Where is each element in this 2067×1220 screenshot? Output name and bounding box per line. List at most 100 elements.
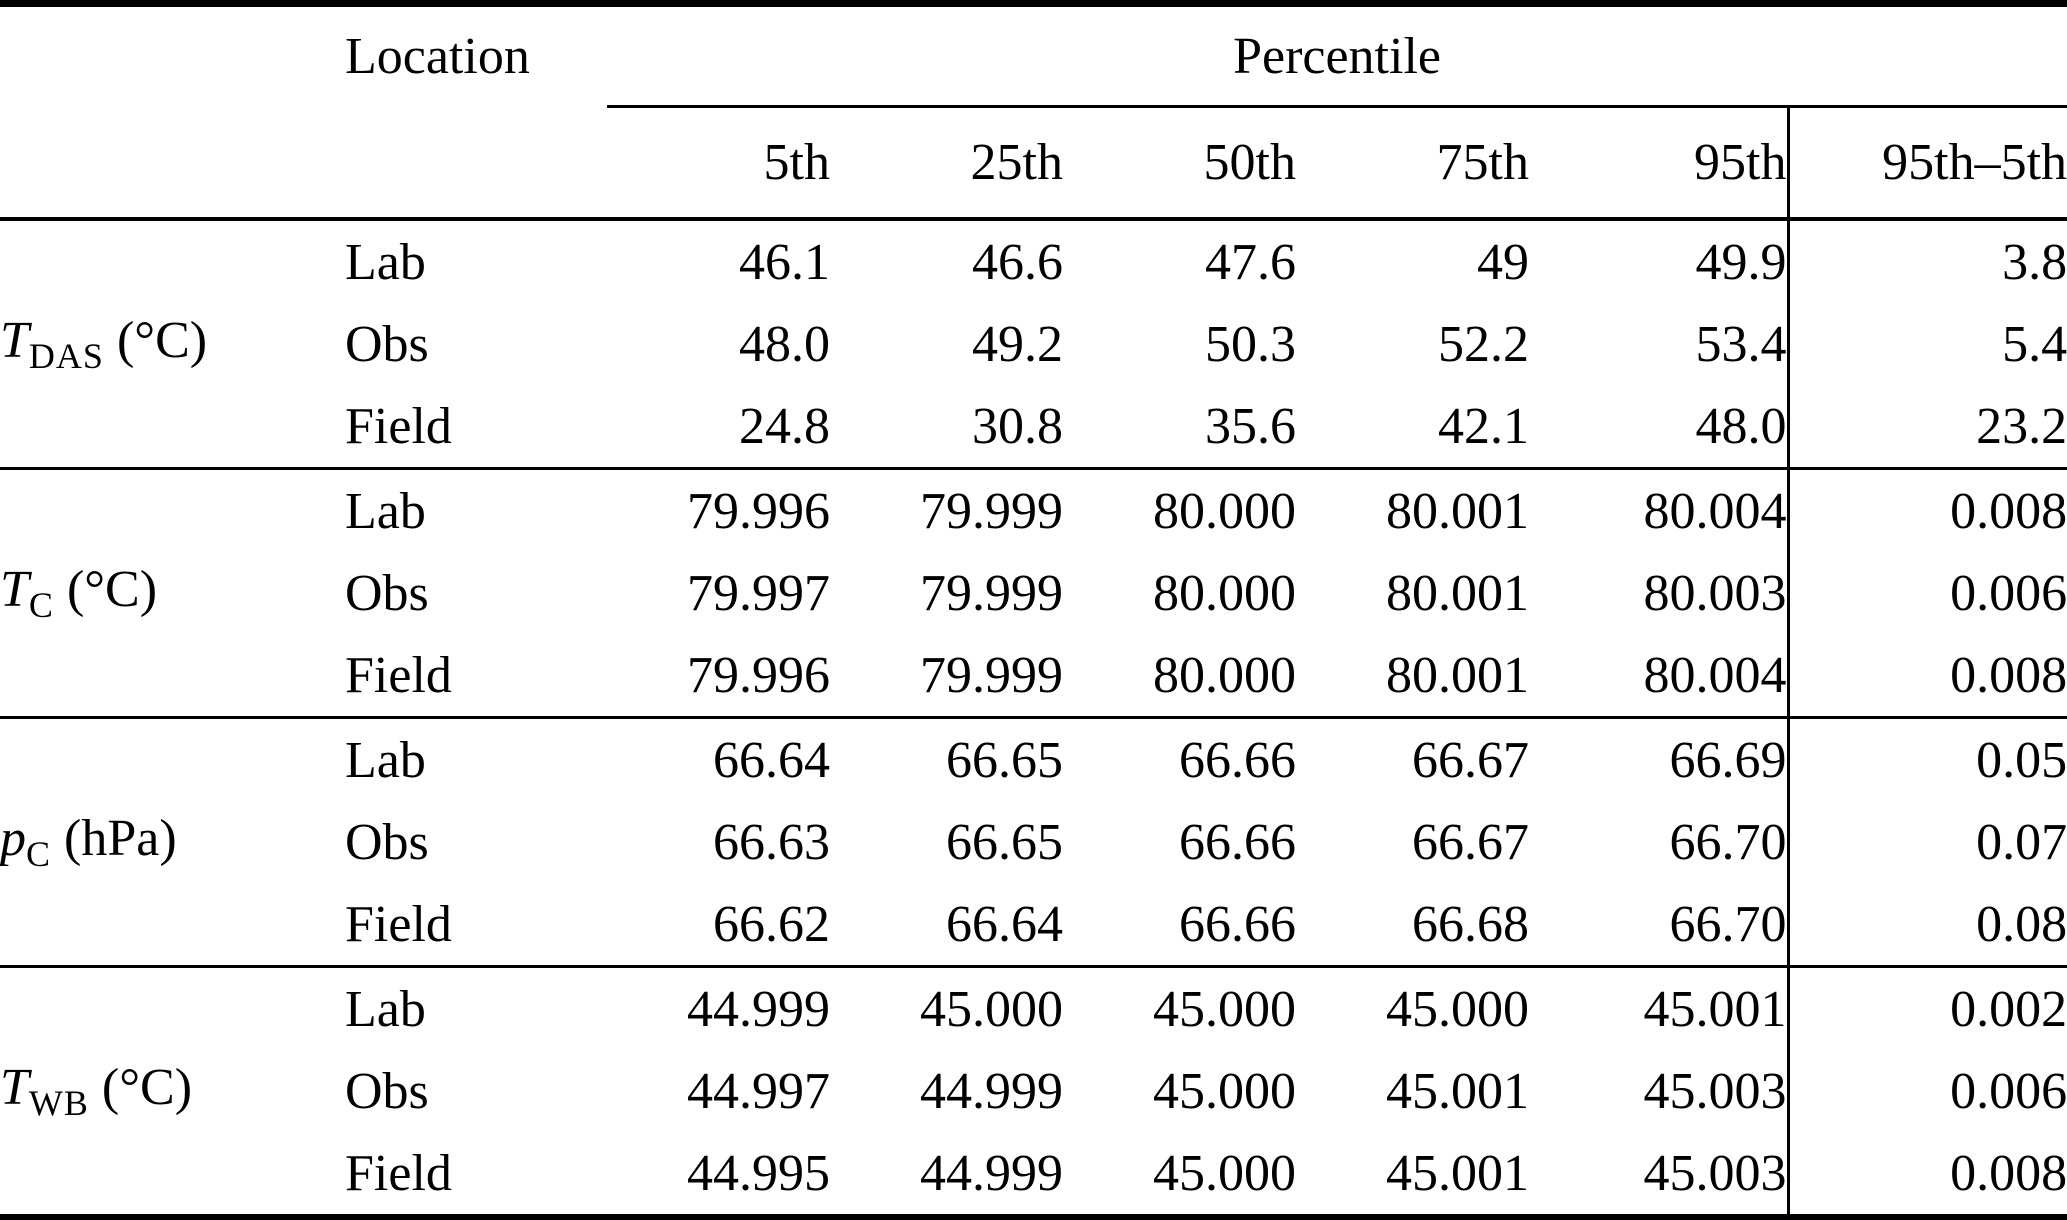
percentile-header: Percentile: [607, 3, 2067, 108]
value-cell: 0.002: [1786, 965, 2067, 1050]
value-cell: 49.2: [972, 315, 1063, 373]
value-cell: 44.999: [920, 1144, 1063, 1202]
value-cell: 66.70: [1669, 813, 1787, 871]
value-cell: 5.4: [1786, 303, 2067, 385]
table-row: TDAS (°C) Lab 46.1 46.6 47.6 49 49.9 3.8: [0, 219, 2067, 376]
value-cell: 66.63: [713, 813, 830, 871]
value-cell: 46.1: [739, 233, 830, 291]
value-cell: 44.997: [687, 1062, 830, 1120]
value-cell: 80.004: [1529, 467, 1788, 552]
location-cell: Lab: [345, 965, 607, 1050]
location-cell: Field: [345, 895, 452, 953]
variable-symbol: T: [0, 561, 29, 618]
value-cell: 80.001: [1386, 564, 1529, 622]
variable-unit: (°C): [101, 1059, 193, 1116]
value-cell: 45.000: [1153, 1062, 1296, 1120]
value-cell: 24.8: [739, 397, 830, 455]
location-cell: Field: [345, 397, 452, 455]
col-header-range: 95th–5th: [1786, 106, 2067, 221]
value-cell: 45.001: [1386, 1144, 1529, 1202]
value-cell: 66.66: [1179, 895, 1296, 953]
table-row: Obs 79.997 79.999 80.000 80.001 80.003 0…: [0, 552, 2067, 634]
col-header-50th: 50th: [1063, 106, 1296, 221]
table-row: Field 24.8 30.8 35.6 42.1 48.0 23.2: [0, 385, 2067, 469]
table-row: Obs 66.63 66.65 66.66 66.67 66.70 0.07: [0, 801, 2067, 883]
value-cell: 66.69: [1529, 716, 1788, 801]
group-tdas: TDAS (°C) Lab 46.1 46.6 47.6 49 49.9 3.8 …: [0, 219, 2067, 469]
value-cell: 80.001: [1296, 467, 1529, 552]
value-cell: 45.000: [1063, 965, 1296, 1050]
value-cell: 80.000: [1153, 564, 1296, 622]
value-cell: 47.6: [1205, 233, 1296, 291]
location-cell: Field: [345, 646, 452, 704]
variable-symbol: p: [0, 810, 26, 867]
value-cell: 3.8: [1786, 219, 2067, 303]
value-cell: 79.997: [687, 564, 830, 622]
location-cell: Lab: [345, 716, 607, 801]
variable-subscript: WB: [28, 1083, 89, 1123]
value-cell: 46.6: [972, 233, 1063, 291]
value-cell: 0.008: [1786, 467, 2067, 552]
value-cell: 45.001: [1529, 965, 1788, 1050]
value-cell: 49: [1477, 233, 1529, 291]
variable-unit: (°C): [66, 561, 158, 618]
table-row: Field 66.62 66.64 66.66 66.68 66.70 0.08: [0, 883, 2067, 967]
variable-unit: (hPa): [64, 810, 177, 867]
value-cell: 45.000: [830, 965, 1063, 1050]
group-tc: TC (°C) Lab 79.996 79.999 80.000 80.001 8…: [0, 467, 2067, 718]
empty-cell: [0, 106, 345, 221]
value-cell: 0.008: [1786, 634, 2067, 718]
value-cell: 66.68: [1412, 895, 1529, 953]
value-cell: 44.999: [920, 1062, 1063, 1120]
variable-label-twb: TWB (°C): [0, 965, 345, 1218]
value-cell: 50.3: [1205, 315, 1296, 373]
value-cell: 42.1: [1438, 397, 1529, 455]
value-cell: 80.001: [1386, 646, 1529, 704]
table-row: TWB (°C) Lab 44.999 45.000 45.000 45.000 …: [0, 965, 2067, 1218]
table-row: Field 79.996 79.999 80.000 80.001 80.004…: [0, 634, 2067, 718]
group-pc: pC (hPa) Lab 66.64 66.65 66.66 66.67 66.6…: [0, 716, 2067, 967]
value-cell: 66.65: [946, 813, 1063, 871]
location-cell: Lab: [345, 233, 426, 291]
value-cell: 35.6: [1205, 397, 1296, 455]
value-cell: 79.999: [830, 467, 1063, 552]
value-cell: 66.67: [1412, 813, 1529, 871]
value-cell: 0.07: [1786, 801, 2067, 883]
col-header-95th: 95th: [1529, 106, 1788, 221]
value-cell: 0.05: [1786, 716, 2067, 801]
table-row: TC (°C) Lab 79.996 79.999 80.000 80.001 8…: [0, 467, 2067, 718]
value-cell: 45.003: [1643, 1062, 1787, 1120]
value-cell: 48.0: [1695, 397, 1787, 455]
value-cell: 66.64: [607, 716, 830, 801]
variable-label-tc: TC (°C): [0, 467, 345, 718]
table-header: Location Percentile 5th 25th 50th 75th 9…: [0, 3, 2067, 221]
value-cell: 52.2: [1438, 315, 1529, 373]
location-cell: Obs: [345, 1062, 429, 1120]
variable-label-tdas: TDAS (°C): [0, 219, 345, 469]
variable-label-pc: pC (hPa): [0, 716, 345, 967]
variable-symbol: T: [0, 312, 29, 369]
value-cell: 79.999: [920, 564, 1063, 622]
value-cell: 66.62: [713, 895, 830, 953]
value-cell: 45.000: [1296, 965, 1529, 1050]
value-cell: 48.0: [739, 315, 830, 373]
value-cell: 79.996: [687, 646, 830, 704]
value-cell: 66.67: [1296, 716, 1529, 801]
variable-subscript: C: [26, 834, 52, 874]
value-cell: 0.006: [1786, 1050, 2067, 1132]
col-header-75th: 75th: [1296, 106, 1529, 221]
value-cell: 30.8: [972, 397, 1063, 455]
empty-cell: [345, 106, 607, 221]
variable-subscript: C: [28, 585, 54, 625]
table-row: Field 44.995 44.999 45.000 45.001 45.003…: [0, 1132, 2067, 1218]
value-cell: 0.008: [1786, 1132, 2067, 1218]
value-cell: 49.9: [1695, 233, 1787, 291]
group-twb: TWB (°C) Lab 44.999 45.000 45.000 45.000 …: [0, 965, 2067, 1218]
variable-subscript: DAS: [28, 336, 104, 376]
value-cell: 80.004: [1643, 646, 1787, 704]
corner-cell: [0, 4, 345, 107]
value-cell: 79.996: [607, 467, 830, 552]
value-cell: 66.65: [830, 716, 1063, 801]
